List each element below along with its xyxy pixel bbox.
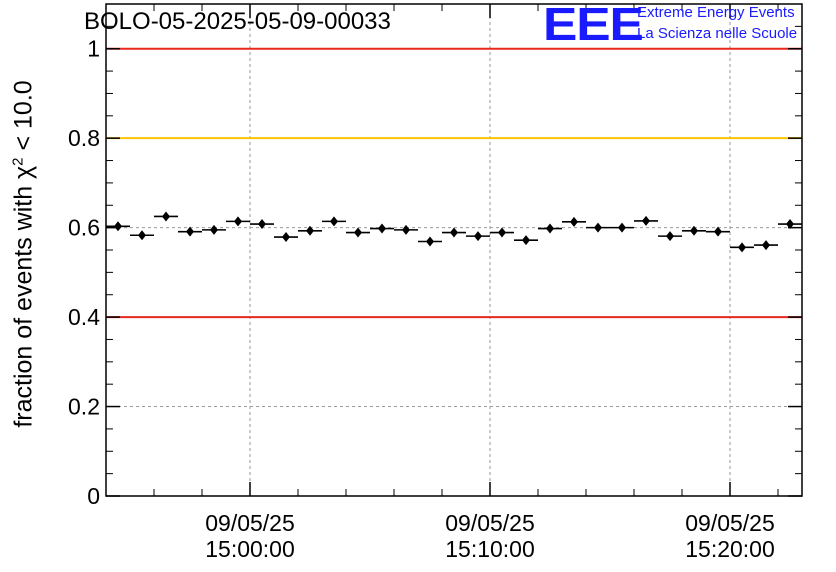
grid-lines xyxy=(106,4,802,496)
data-point xyxy=(378,223,386,234)
data-point xyxy=(426,236,434,247)
reference-lines xyxy=(106,47,802,319)
data-points xyxy=(106,211,802,253)
x-tick-label-time: 15:10:00 xyxy=(445,536,535,562)
data-point xyxy=(162,211,170,222)
data-point xyxy=(330,216,338,227)
data-point xyxy=(354,227,362,238)
data-point xyxy=(114,221,122,232)
plot-frame xyxy=(105,3,803,497)
chart-title: BOLO-05-2025-05-09-00033 xyxy=(84,8,391,35)
data-point xyxy=(666,231,674,242)
data-point xyxy=(450,227,458,238)
org-subtitle: La Scienza nelle Scuole xyxy=(637,25,798,42)
x-tick-label-date: 09/05/25 xyxy=(205,510,295,536)
data-point xyxy=(522,235,530,246)
data-point xyxy=(594,222,602,233)
data-point xyxy=(618,222,626,233)
data-point xyxy=(642,215,650,226)
y-axis-label: fraction of events with χ2 < 10.0 xyxy=(9,80,38,428)
data-point xyxy=(474,231,482,242)
data-point xyxy=(498,227,506,238)
eee-logo: EEE xyxy=(543,0,644,50)
data-point xyxy=(762,240,770,251)
data-point xyxy=(258,219,266,230)
x-tick-label-time: 15:00:00 xyxy=(205,536,295,562)
x-axis: 09/05/2515:00:0009/05/2515:10:0009/05/25… xyxy=(105,4,779,562)
x-tick-label-time: 15:20:00 xyxy=(685,536,775,562)
data-point xyxy=(714,226,722,237)
data-point xyxy=(306,225,314,236)
data-point xyxy=(210,224,218,235)
y-tick-label: 0.4 xyxy=(68,304,100,330)
org-name: Extreme Energy Events xyxy=(637,4,795,21)
data-point xyxy=(186,226,194,237)
y-tick-label: 0 xyxy=(87,483,100,509)
data-point xyxy=(690,225,698,236)
y-tick-label: 0.8 xyxy=(68,125,100,151)
y-tick-label: 0.2 xyxy=(68,394,100,420)
data-point xyxy=(138,230,146,241)
y-tick-label: 1 xyxy=(87,36,100,62)
data-point xyxy=(234,216,242,227)
data-point xyxy=(570,216,578,227)
x-tick-label-date: 09/05/25 xyxy=(685,510,775,536)
y-tick-label: 0.6 xyxy=(68,215,100,241)
data-point xyxy=(786,219,794,230)
x-tick-label-date: 09/05/25 xyxy=(445,510,535,536)
data-point xyxy=(402,224,410,235)
data-point xyxy=(282,232,290,243)
y-axis: 0 0.2 0.4 0.6 0.8 1 xyxy=(68,25,802,509)
data-point xyxy=(738,242,746,253)
data-point xyxy=(546,223,554,234)
